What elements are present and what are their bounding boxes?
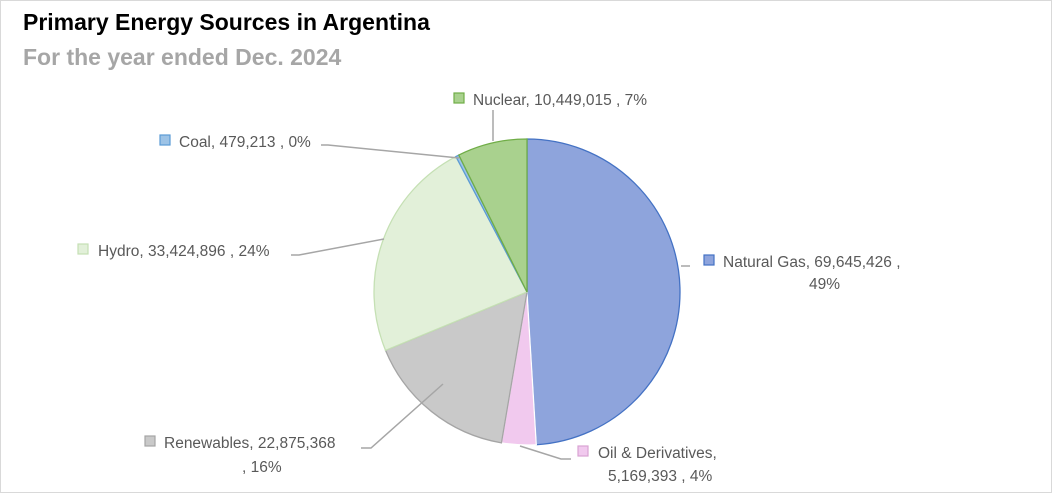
leader-line-hydro xyxy=(291,238,385,256)
legend-key-coal xyxy=(159,134,171,146)
pie-slice-renewables xyxy=(384,290,528,444)
pie-slice-natural-gas xyxy=(526,138,681,446)
data-label-natural-gas-line2: 49% xyxy=(809,276,840,293)
leader-line-oil-derivatives xyxy=(519,445,571,460)
legend-key-hydro xyxy=(77,243,89,255)
data-label-nuclear: Nuclear, 10,449,015 , 7% xyxy=(473,92,647,109)
data-label-renewables-line2: , 16% xyxy=(242,459,282,476)
legend-key-renewables xyxy=(144,435,156,447)
data-label-coal: Coal, 479,213 , 0% xyxy=(179,134,311,151)
data-label-natural-gas: Natural Gas, 69,645,426 , xyxy=(723,254,901,271)
chart-title: Primary Energy Sources in Argentina xyxy=(23,9,430,35)
legend-key-oil-derivatives xyxy=(577,445,589,457)
leader-line-renewables xyxy=(361,383,444,449)
chart-subtitle: For the year ended Dec. 2024 xyxy=(23,44,342,70)
data-label-oil-derivatives: Oil & Derivatives, xyxy=(598,445,717,462)
legend-key-nuclear xyxy=(453,92,465,104)
pie-slice-nuclear xyxy=(457,138,528,293)
data-label-renewables: Renewables, 22,875,368 xyxy=(164,435,336,452)
data-label-oil-derivatives-line2: 5,169,393 , 4% xyxy=(608,468,712,485)
leader-line-coal xyxy=(321,144,460,159)
legend-key-natural-gas xyxy=(703,254,715,266)
data-label-hydro: Hydro, 33,424,896 , 24% xyxy=(98,243,270,260)
